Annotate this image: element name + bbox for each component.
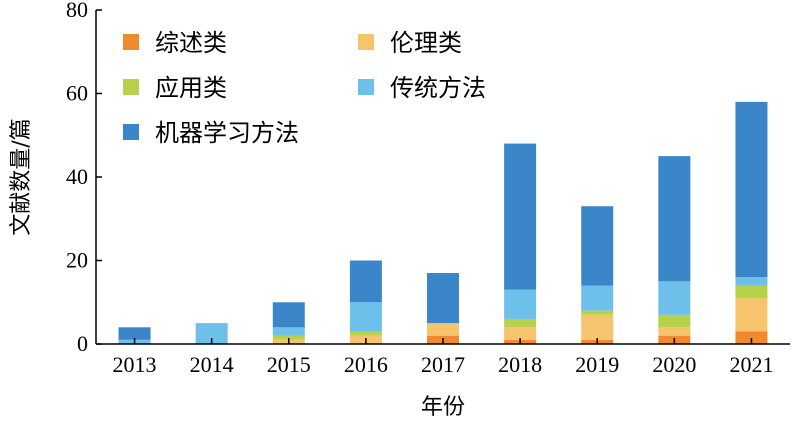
x-tick-label-2014: 2014 bbox=[190, 352, 234, 377]
y-tick-label: 40 bbox=[66, 164, 88, 189]
y-ticks-group: 0 20 40 60 80 bbox=[66, 0, 102, 356]
legend-swatch-3 bbox=[358, 79, 374, 95]
bar-segment-2017-series-4 bbox=[427, 273, 459, 324]
bar-segment-2018-series-2 bbox=[504, 318, 537, 328]
x-ticks-group: 2013 2014 2015 2016 2017 2018 2019 2020 2021 bbox=[113, 338, 773, 377]
bar-segment-2020-series-4 bbox=[658, 156, 691, 282]
bar-segment-2015-series-4 bbox=[272, 302, 305, 328]
x-tick-label-2018: 2018 bbox=[498, 352, 542, 377]
legend-label-2: 应用类 bbox=[155, 74, 227, 102]
bar-segment-2021-series-2 bbox=[735, 285, 768, 299]
legend-label-0: 综述类 bbox=[155, 29, 227, 57]
bar-segment-2014-series-3 bbox=[195, 323, 228, 344]
bar-segment-2021-series-0 bbox=[735, 331, 768, 344]
bar-segment-2015-series-2 bbox=[272, 335, 305, 340]
bar-segment-2020-series-2 bbox=[658, 314, 691, 328]
legend-swatch-4 bbox=[123, 124, 139, 140]
bar-segment-2020-series-1 bbox=[658, 327, 691, 336]
bar-segment-2021-series-4 bbox=[735, 101, 768, 278]
bar-segment-2016-series-4 bbox=[349, 260, 382, 303]
bars-group bbox=[118, 101, 768, 344]
y-tick-label: 20 bbox=[66, 248, 88, 273]
bar-segment-2018-series-4 bbox=[504, 143, 537, 290]
bar-segment-2021-series-3 bbox=[735, 277, 768, 286]
bar-segment-2020-series-3 bbox=[658, 281, 691, 315]
bar-segment-2015-series-3 bbox=[272, 327, 305, 336]
y-tick-label: 0 bbox=[77, 331, 88, 356]
x-axis-label: 年份 bbox=[421, 395, 465, 420]
x-tick-label-2017: 2017 bbox=[421, 352, 465, 377]
legend-label-4: 机器学习方法 bbox=[155, 119, 299, 147]
x-tick-label-2013: 2013 bbox=[113, 352, 157, 377]
legend-swatch-2 bbox=[123, 79, 139, 95]
bar-segment-2018-series-1 bbox=[504, 327, 537, 340]
y-tick-label: 60 bbox=[66, 81, 88, 106]
bar-segment-2016-series-2 bbox=[349, 331, 382, 336]
bar-segment-2016-series-3 bbox=[349, 302, 382, 332]
legend-swatch-1 bbox=[358, 34, 374, 50]
bar-segment-2017-series-1 bbox=[427, 323, 459, 336]
x-tick-label-2015: 2015 bbox=[267, 352, 311, 377]
bar-segment-2019-series-4 bbox=[581, 206, 614, 286]
legend-label-3: 传统方法 bbox=[390, 74, 486, 102]
bar-segment-2021-series-1 bbox=[735, 298, 768, 332]
bar-segment-2019-series-3 bbox=[581, 285, 614, 311]
bar-segment-2018-series-3 bbox=[504, 289, 537, 319]
legend-label-1: 伦理类 bbox=[390, 29, 462, 57]
y-tick-label: 80 bbox=[66, 0, 88, 22]
x-tick-label-2020: 2020 bbox=[652, 352, 696, 377]
bar-segment-2019-series-2 bbox=[581, 310, 614, 315]
x-tick-label-2021: 2021 bbox=[729, 352, 773, 377]
y-axis-label: 文献数量/篇 bbox=[9, 118, 34, 235]
x-tick-label-2019: 2019 bbox=[575, 352, 619, 377]
bar-segment-2013-series-4 bbox=[118, 327, 151, 340]
bar-segment-2019-series-1 bbox=[581, 314, 614, 340]
x-tick-label-2016: 2016 bbox=[344, 352, 388, 377]
legend-swatch-0 bbox=[123, 34, 139, 50]
